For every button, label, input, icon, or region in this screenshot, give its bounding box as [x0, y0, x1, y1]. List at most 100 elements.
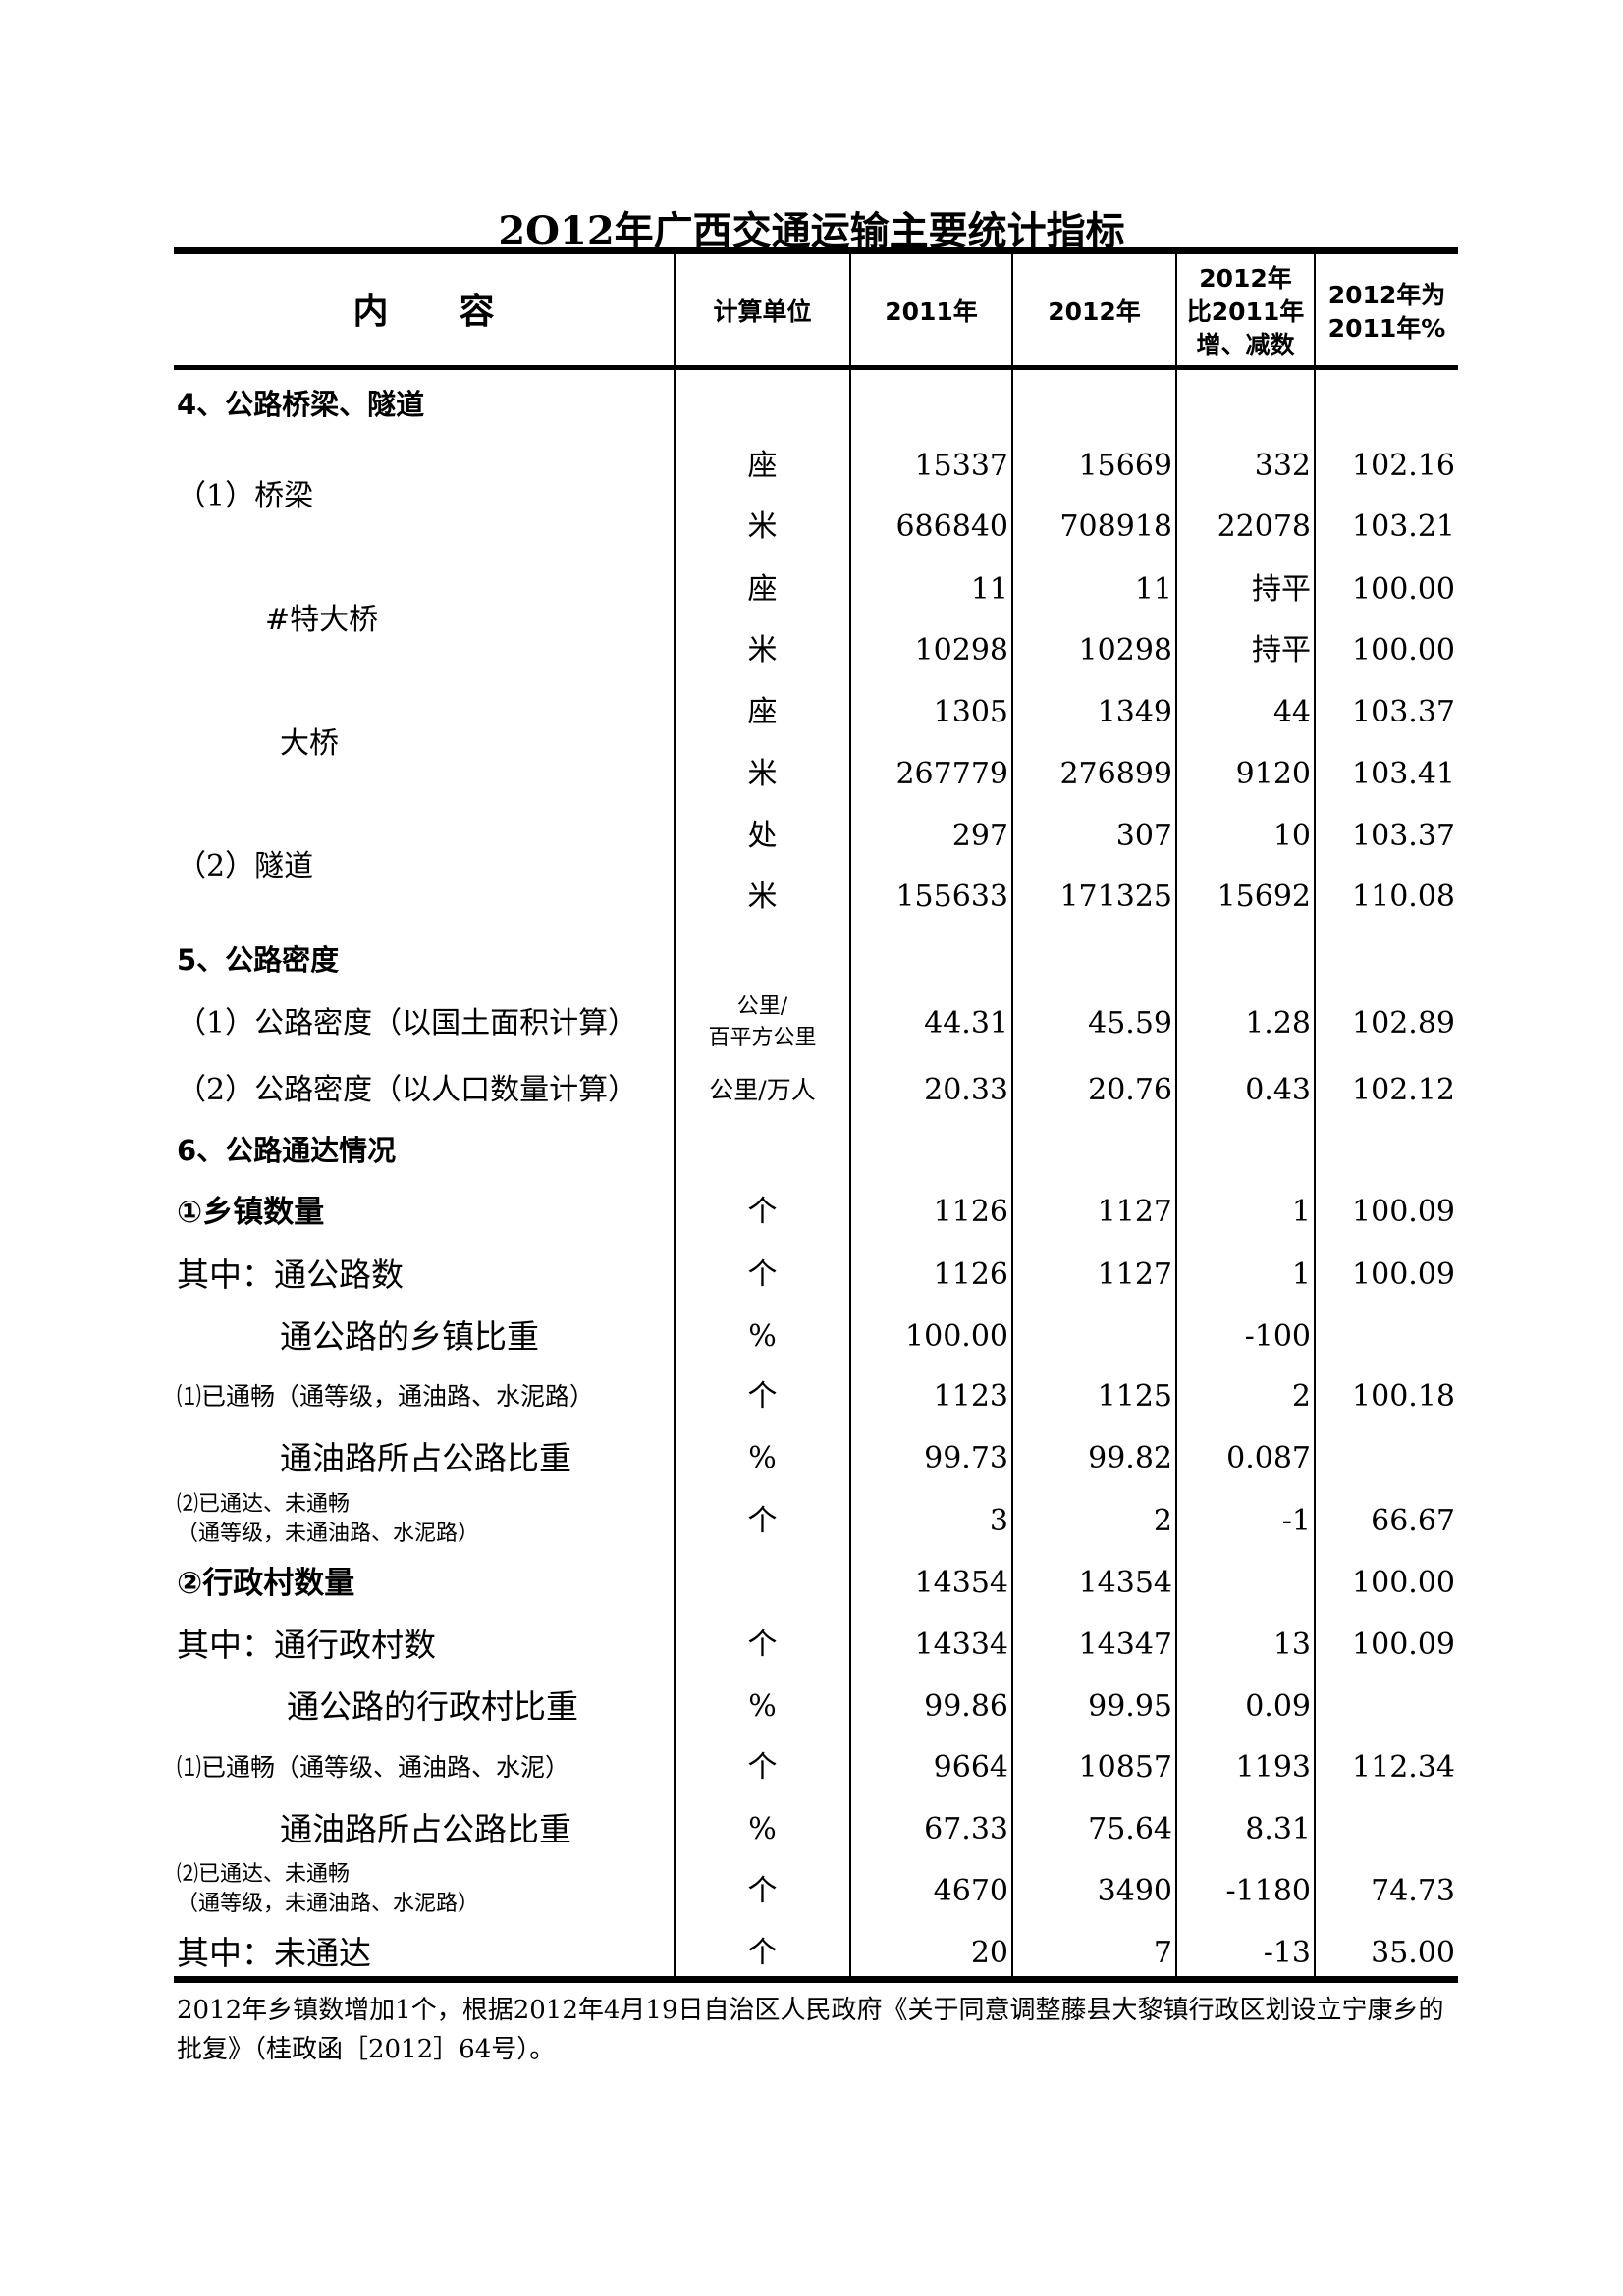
value-percent: 103.37: [1352, 695, 1455, 729]
value-change: 1.28: [1245, 1006, 1311, 1041]
value-2012: 20.76: [1088, 1073, 1172, 1107]
value-change: -1: [1281, 1504, 1311, 1538]
value-2011: 99.86: [924, 1689, 1008, 1724]
row-label: ⑵已通达、未通畅 （通等级，未通油路、水泥路）: [177, 1862, 480, 1916]
value-2012: 14347: [1078, 1628, 1172, 1662]
column-divider: [1314, 253, 1316, 1981]
value-2011: 1126: [933, 1195, 1008, 1229]
value-2011: 20.33: [924, 1073, 1008, 1107]
unit-cell: [676, 1562, 849, 1605]
unit-cell: 个: [747, 1257, 778, 1292]
row-label: ⑴已通畅（通等级、通油路、水泥）: [177, 1753, 570, 1782]
value-percent: 102.16: [1352, 449, 1455, 483]
row-label: 4、公路桥梁、隧道: [177, 388, 425, 421]
row-label: 其中：通公路数: [177, 1255, 404, 1294]
unit-cell: 米: [747, 880, 778, 914]
header-content: 内 容: [352, 292, 495, 332]
value-change: 15692: [1217, 880, 1311, 914]
value-2012: 1127: [1097, 1257, 1172, 1292]
row-label: 其中：未通达: [177, 1934, 371, 1972]
header-2012: 2012年: [1048, 297, 1141, 326]
value-change: 44: [1272, 695, 1311, 729]
value-2011: 267779: [895, 757, 1008, 791]
unit-cell: 座: [747, 572, 778, 607]
unit-cell: 座: [747, 449, 778, 483]
value-change: 2: [1291, 1379, 1311, 1414]
value-2011: 67.33: [924, 1812, 1008, 1846]
value-2011: 4670: [933, 1874, 1008, 1908]
value-2011: 20: [970, 1936, 1008, 1970]
value-change: 332: [1254, 449, 1311, 483]
value-change: 1193: [1235, 1750, 1311, 1785]
value-2012: 10857: [1078, 1750, 1172, 1785]
value-change: 1: [1291, 1257, 1311, 1292]
unit-cell: 公里/万人: [709, 1076, 816, 1104]
value-2011: 14334: [914, 1628, 1008, 1662]
value-2012: [1013, 1315, 1172, 1359]
unit-cell: 个: [747, 1936, 778, 1970]
value-change: 持平: [1252, 572, 1311, 607]
value-2012: 2: [1153, 1504, 1172, 1538]
value-change: -1180: [1225, 1874, 1311, 1908]
value-change: 0.087: [1226, 1441, 1311, 1475]
value-2011: 1305: [933, 695, 1008, 729]
value-2011: 155633: [895, 880, 1008, 914]
value-percent: 100.09: [1352, 1257, 1455, 1292]
header-2011: 2011年: [885, 297, 978, 326]
value-2012: 1125: [1097, 1379, 1172, 1414]
value-2011: 9664: [933, 1750, 1008, 1785]
column-divider: [1175, 253, 1177, 1981]
row-label: 大桥: [280, 725, 339, 761]
value-2012: 11: [1134, 572, 1172, 607]
value-percent: 100.00: [1352, 572, 1455, 607]
value-2011: 14354: [914, 1566, 1008, 1600]
value-percent: 66.67: [1371, 1504, 1455, 1538]
value-change: [1177, 1562, 1311, 1605]
value-change: -13: [1263, 1936, 1311, 1970]
value-2012: 307: [1115, 819, 1172, 853]
value-change: -100: [1244, 1319, 1311, 1354]
value-change: 8.31: [1245, 1812, 1311, 1846]
column-divider: [1011, 253, 1013, 1981]
row-label: ⑴已通畅（通等级，通油路、水泥路）: [177, 1382, 595, 1411]
value-percent: [1316, 1808, 1455, 1851]
unit-cell: 处: [747, 819, 778, 853]
value-2011: 686840: [895, 509, 1008, 544]
unit-cell: 个: [747, 1504, 778, 1538]
unit-cell: %: [748, 1812, 777, 1846]
value-change: 1: [1291, 1195, 1311, 1229]
row-label: （2）公路密度（以人口数量计算）: [177, 1073, 638, 1107]
value-2012: 14354: [1078, 1566, 1172, 1600]
row-label: ②行政村数量: [177, 1566, 355, 1601]
value-percent: 100.09: [1352, 1195, 1455, 1229]
value-percent: 100.00: [1352, 1566, 1455, 1600]
value-2011: 3: [989, 1504, 1008, 1538]
value-percent: 74.73: [1371, 1874, 1455, 1908]
row-label: 其中：通行政村数: [177, 1626, 436, 1664]
value-2011: 10298: [914, 633, 1008, 667]
top-rule: [174, 247, 1458, 254]
row-label: #特大桥: [265, 603, 379, 637]
value-percent: 100.09: [1352, 1628, 1455, 1662]
value-2012: 171325: [1059, 880, 1172, 914]
value-percent: [1316, 1685, 1455, 1729]
value-2012: 708918: [1059, 509, 1172, 544]
page-title: 2O12年广西交通运输主要统计指标: [498, 208, 1125, 254]
value-percent: 100.00: [1352, 633, 1455, 667]
value-2011: 100.00: [905, 1319, 1008, 1354]
row-label: 通公路的乡镇比重: [280, 1317, 539, 1356]
value-2011: 1123: [933, 1379, 1008, 1414]
value-change: 10: [1272, 819, 1311, 853]
bottom-rule: [174, 1976, 1458, 1983]
header-percent: 2012年为 2011年%: [1327, 281, 1446, 343]
row-label: （1）桥梁: [177, 479, 314, 513]
value-percent: 102.12: [1352, 1073, 1455, 1107]
value-2012: 1127: [1097, 1195, 1172, 1229]
column-divider: [674, 253, 676, 1981]
value-change: 0.43: [1245, 1073, 1311, 1107]
value-2012: 99.82: [1088, 1441, 1172, 1475]
value-2012: 99.95: [1088, 1689, 1172, 1724]
value-2012: 10298: [1078, 633, 1172, 667]
value-2012: 75.64: [1088, 1812, 1172, 1846]
